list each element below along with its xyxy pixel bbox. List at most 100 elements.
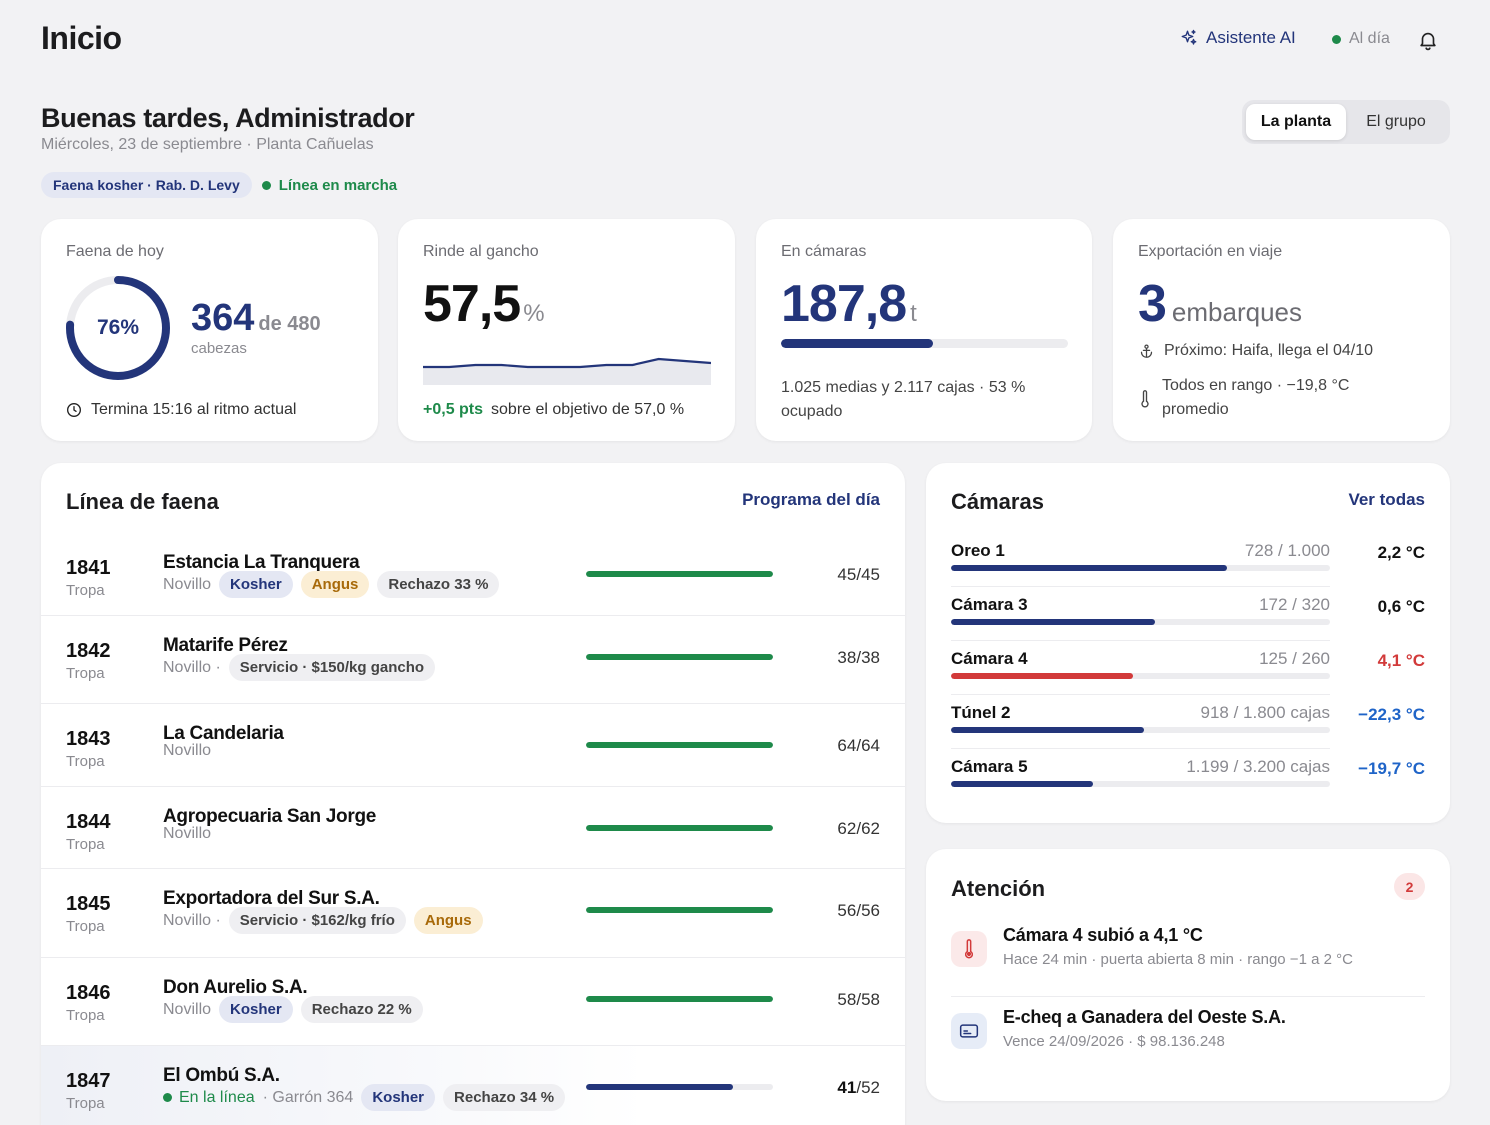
camara-name: Oreo 1 [951, 541, 1005, 560]
row-count-done: 45 [837, 565, 857, 584]
kpi-value: 364 [191, 297, 255, 339]
camara-row[interactable]: Cámara 5 1.199 / 3.200 cajas −19,7 °C [951, 751, 1425, 803]
sparkle-icon [1181, 29, 1197, 45]
linea-card: Línea de faena Programa del día 1841 Trop… [41, 463, 905, 1125]
status-dot [163, 1093, 172, 1102]
row-count: 64/64 [837, 736, 880, 755]
kpi-card-export[interactable]: Exportación en viaje 3 embarques Próximo… [1113, 219, 1450, 441]
kosher-chip[interactable]: Faena kosher · Rab. D. Levy [41, 172, 252, 198]
kpi-unit: embarques [1171, 297, 1302, 327]
export-next-text: Próximo: Haifa, llega el 04/10 [1164, 342, 1373, 359]
row-count: 56/56 [837, 901, 880, 920]
progress-percent: 76% [96, 316, 140, 339]
table-row[interactable]: 1847 Tropa El Ombú S.A. En la línea · Garrón… [41, 1045, 905, 1125]
divider [951, 694, 1330, 695]
table-row[interactable]: 1846 Tropa Don Aurelio S.A. Novillo Kosher Re… [41, 957, 905, 1045]
kpi-value: 3 [1138, 275, 1167, 333]
camara-name: Cámara 4 [951, 649, 1028, 668]
camara-row[interactable]: Cámara 3 172 / 320 0,6 °C [951, 589, 1425, 641]
ver-todas-link[interactable]: Ver todas [1348, 490, 1425, 509]
row-category: Novillo [163, 825, 212, 842]
tropa-label: Tropa [66, 582, 105, 599]
table-row[interactable]: 1845 Tropa Exportadora del Sur S.A. Novillo… [41, 868, 905, 957]
alert-item[interactable]: E-cheq a Ganadera del Oeste S.A. Vence 2… [951, 1007, 1425, 1073]
row-tags: Novillo · Servicio · $150/kg gancho [163, 654, 436, 681]
kpi-unit: % [523, 300, 545, 327]
row-name: El Ombú S.A. [163, 1065, 280, 1086]
camara-fill [951, 673, 1133, 679]
row-progress-bar [586, 1084, 773, 1090]
divider [951, 640, 1330, 641]
divider [951, 996, 1425, 997]
tropa-number: 1843 [66, 728, 111, 750]
table-row[interactable]: 1841 Tropa Estancia La Tranquera Novillo Kos… [41, 533, 905, 615]
row-tags: Novillo [163, 742, 211, 760]
camara-name: Túnel 2 [951, 703, 1011, 722]
occupancy-bar-fill [781, 339, 934, 348]
row-tags: Novillo · Servicio · $162/kg frío Angus [163, 907, 483, 934]
row-category: Novillo [163, 1000, 212, 1018]
row-name: Exportadora del Sur S.A. [163, 888, 380, 909]
kpi-value: 187,8 [781, 275, 907, 333]
card-icon [951, 1013, 987, 1049]
camara-capacity: 172 / 320 [1259, 595, 1330, 614]
export-temp-row: Todos en rango · −19,8 °C promedio [1138, 374, 1388, 422]
camara-row[interactable]: Oreo 1 728 / 1.000 2,2 °C [951, 535, 1425, 587]
clock-icon [67, 403, 81, 417]
row-tag: Kosher [361, 1084, 436, 1111]
row-category: Novillo · [163, 911, 221, 929]
row-progress-bar [586, 825, 773, 831]
ai-assistant-button[interactable]: Asistente AI [1180, 28, 1296, 48]
kpi-card-faena[interactable]: Faena de hoy 76% 364 de 480 cabezas Term… [41, 219, 378, 441]
row-tag: Kosher [219, 996, 293, 1023]
row-tag: Kosher [219, 571, 293, 598]
scope-option-planta[interactable]: La planta [1246, 104, 1346, 140]
row-count-total: 52 [861, 1078, 880, 1097]
scope-toggle: La planta El grupo [1242, 100, 1450, 144]
bell-icon[interactable] [1417, 28, 1439, 52]
table-row[interactable]: 1842 Tropa Matarife Pérez Novillo · Servicio… [41, 615, 905, 703]
row-progress-bar [586, 907, 773, 913]
row-progress-fill [586, 907, 773, 913]
table-row[interactable]: 1843 Tropa La Candelaria Novillo 64/64 [41, 703, 905, 786]
status-dot [261, 180, 271, 190]
tropa-number: 1844 [66, 811, 111, 833]
ai-assistant-label: Asistente AI [1206, 28, 1296, 47]
camara-capacity: 918 / 1.800 cajas [1200, 703, 1330, 722]
kpi-total: de 480 [258, 313, 321, 335]
camara-row[interactable]: Túnel 2 918 / 1.800 cajas −22,3 °C [951, 697, 1425, 749]
camara-fill-bar [951, 727, 1330, 733]
table-row[interactable]: 1844 Tropa Agropecuaria San Jorge Novillo 62… [41, 786, 905, 868]
occupancy-bar [781, 339, 1068, 348]
alert-subtitle: Hace 24 min · puerta abierta 8 min · ran… [1003, 951, 1353, 968]
row-progress-fill [586, 996, 773, 1002]
camara-row[interactable]: Cámara 4 125 / 260 4,1 °C [951, 643, 1425, 695]
atencion-card: Atención 2 Cámara 4 subió a 4,1 °C Hace … [926, 849, 1450, 1101]
kpi-value-group: 187,8 t [781, 274, 917, 334]
row-extra: · Garrón 364 [262, 1088, 354, 1106]
camara-fill-bar [951, 565, 1330, 571]
alert-item[interactable]: Cámara 4 subió a 4,1 °C Hace 24 min · pu… [951, 925, 1425, 991]
tropa-label: Tropa [66, 665, 105, 682]
programa-link[interactable]: Programa del día [742, 490, 880, 509]
kpi-card-camaras[interactable]: En cámaras 187,8 t 1.025 medias y 2.117 … [756, 219, 1092, 441]
kpi-label: Rinde al gancho [423, 243, 539, 260]
line-status-label: Línea en marcha [278, 176, 398, 194]
alert-subtitle: Vence 24/09/2026 · $ 98.136.248 [1003, 1033, 1225, 1050]
row-count-total: 64 [861, 736, 880, 755]
line-status: Línea en marcha [261, 176, 398, 194]
export-temp-text: Todos en rango · −19,8 °C promedio [1161, 377, 1350, 418]
sparkline-chart [423, 357, 711, 385]
camara-capacity: 728 / 1.000 [1244, 541, 1330, 560]
row-progress-bar [586, 571, 773, 577]
kpi-unit: cabezas [191, 340, 247, 357]
kpi-card-rinde[interactable]: Rinde al gancho 57,5 % +0,5 pts sobre el… [398, 219, 735, 441]
sync-status: Al día [1332, 30, 1390, 48]
kpi-footer: Termina 15:16 al ritmo actual [66, 401, 296, 419]
camara-fill [951, 727, 1145, 733]
row-count: 38/38 [837, 648, 880, 667]
scope-option-grupo[interactable]: El grupo [1366, 113, 1426, 130]
sync-status-label: Al día [1349, 30, 1390, 47]
kpi-footer-text: 1.025 medias y 2.117 cajas · 53 % ocupad… [781, 379, 1026, 420]
alert-title: Cámara 4 subió a 4,1 °C [1003, 925, 1203, 945]
